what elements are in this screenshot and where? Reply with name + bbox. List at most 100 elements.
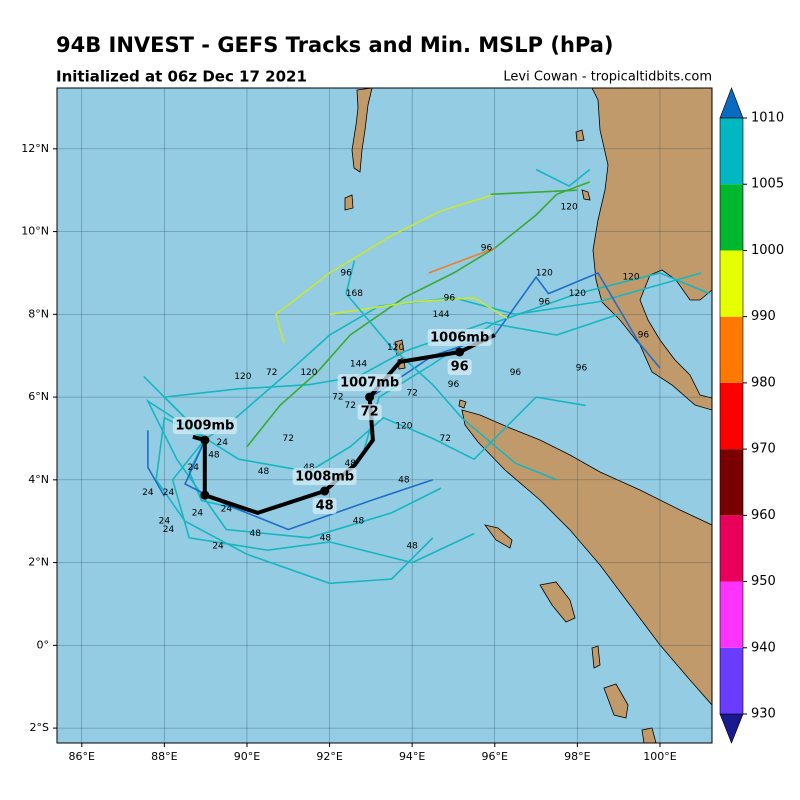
hour-label: 96 (510, 368, 522, 378)
lat-tick-label: 4°N (28, 473, 49, 486)
credit: Levi Cowan - tropicaltidbits.com (503, 70, 712, 85)
pressure-label: 1009mb (175, 419, 234, 434)
colorbar-label: 1010 (751, 111, 784, 126)
hour-label: 96 (481, 244, 493, 254)
colorbar-label: 1005 (751, 177, 784, 192)
hour-label: 72 (344, 401, 355, 411)
hour-label: 24 (192, 508, 204, 518)
pressure-label: 1007mb (340, 376, 399, 391)
grid: 86°E 88°E 90°E 92°E 94°E 96°E 98°E 100°E 2°S 0° 2°… (21, 88, 712, 763)
ensemble-track (490, 189, 578, 196)
colorbar-extend-high (719, 87, 744, 119)
ensemble-track (329, 296, 508, 320)
hour-label: 120 (561, 202, 578, 212)
hour-label: 72 (283, 434, 294, 444)
lon-tick-label: 100°E (643, 750, 676, 763)
colorbar-segment (720, 382, 743, 450)
label-box (312, 498, 337, 515)
ensemble-track (428, 247, 496, 274)
lat-tick-label: 12°N (21, 142, 49, 155)
hour-label: 48 (316, 499, 334, 514)
colorbar-label: 990 (751, 309, 776, 324)
hour-label: 48 (398, 475, 410, 485)
colorbar-label: 930 (751, 707, 776, 722)
hour-label: 96 (576, 364, 588, 374)
colorbar-segment (720, 647, 743, 714)
hour-label: 96 (451, 359, 469, 374)
hour-label: 24 (159, 517, 171, 527)
hour-label: 24 (163, 525, 175, 535)
hour-label: 48 (320, 533, 332, 543)
hour-label: 96 (539, 297, 551, 307)
label-box (292, 468, 357, 486)
hour-label: 120 (536, 268, 553, 278)
land (344, 88, 712, 743)
hour-label: 48 (208, 451, 220, 461)
lon-tick-label: 86°E (69, 750, 95, 763)
hour-label: 48 (353, 517, 365, 527)
colorbar-segment (720, 515, 743, 582)
hour-label: 24 (216, 438, 228, 448)
hour-label: 24 (212, 542, 224, 552)
ensemble-track (183, 438, 434, 531)
colorbar-segment (720, 449, 743, 516)
lon-tick-label: 96°E (482, 750, 508, 763)
colorbar-extend-low (719, 713, 744, 744)
lon-tick-label: 98°E (564, 750, 590, 763)
hour-label: 72 (439, 434, 450, 444)
colorbar-label: 960 (751, 508, 776, 523)
ensemble-track (370, 271, 661, 398)
label-box (427, 328, 492, 346)
colorbar-segment (720, 118, 743, 185)
label-box (172, 417, 237, 435)
ensemble-track (171, 437, 475, 564)
title: 94B INVEST - GEFS Tracks and Min. MSLP (… (56, 33, 614, 57)
hour-label: 24 (221, 504, 233, 514)
ensemble-track (535, 168, 591, 188)
hour-label: 120 (395, 422, 412, 432)
pressure-label: 1006mb (430, 330, 489, 345)
label-box (357, 404, 382, 421)
hour-label: 120 (234, 372, 251, 382)
colorbar-segment (720, 250, 743, 317)
hour-label: 48 (258, 467, 270, 477)
mean-point (320, 486, 330, 496)
hour-label: 24 (163, 488, 175, 498)
colorbar-label: 970 (751, 442, 776, 457)
colorbar-segment (720, 316, 743, 383)
label-box (447, 358, 472, 375)
hour-label: 72 (361, 405, 379, 420)
lat-tick-label: 8°N (28, 307, 49, 320)
lon-tick-label: 92°E (316, 750, 342, 763)
lat-tick-label: 2°S (30, 721, 49, 734)
hour-label: 96 (448, 380, 460, 390)
hour-label: 144 (432, 310, 449, 320)
hour-label: 144 (350, 359, 367, 369)
lat-tick-label: 6°N (28, 390, 49, 403)
colorbar-label: 1000 (751, 243, 784, 258)
mean-point (200, 490, 210, 500)
lat-tick-label: 10°N (21, 225, 49, 238)
hour-label: 120 (622, 273, 639, 283)
hour-label: 48 (250, 529, 262, 539)
hour-label: 48 (344, 459, 356, 469)
hour-label: 168 (346, 289, 363, 299)
hour-label: 24 (188, 463, 200, 473)
colorbar: 930 940 950 960 970 980 990 1000 1005 1010 (719, 87, 784, 744)
colorbar-label: 940 (751, 640, 776, 655)
label-box (337, 374, 402, 392)
ensemble-track (155, 416, 434, 585)
colorbar-segment (720, 184, 743, 251)
hour-label: 120 (387, 343, 404, 353)
ocean (57, 88, 712, 743)
mean-point (365, 392, 375, 402)
ensemble-track (147, 430, 166, 497)
ensemble-track (205, 396, 586, 473)
lon-tick-label: 90°E (234, 750, 260, 763)
hour-label: 72 (266, 368, 277, 378)
colorbar-label: 980 (751, 375, 776, 390)
lon-tick-label: 94°E (399, 750, 425, 763)
